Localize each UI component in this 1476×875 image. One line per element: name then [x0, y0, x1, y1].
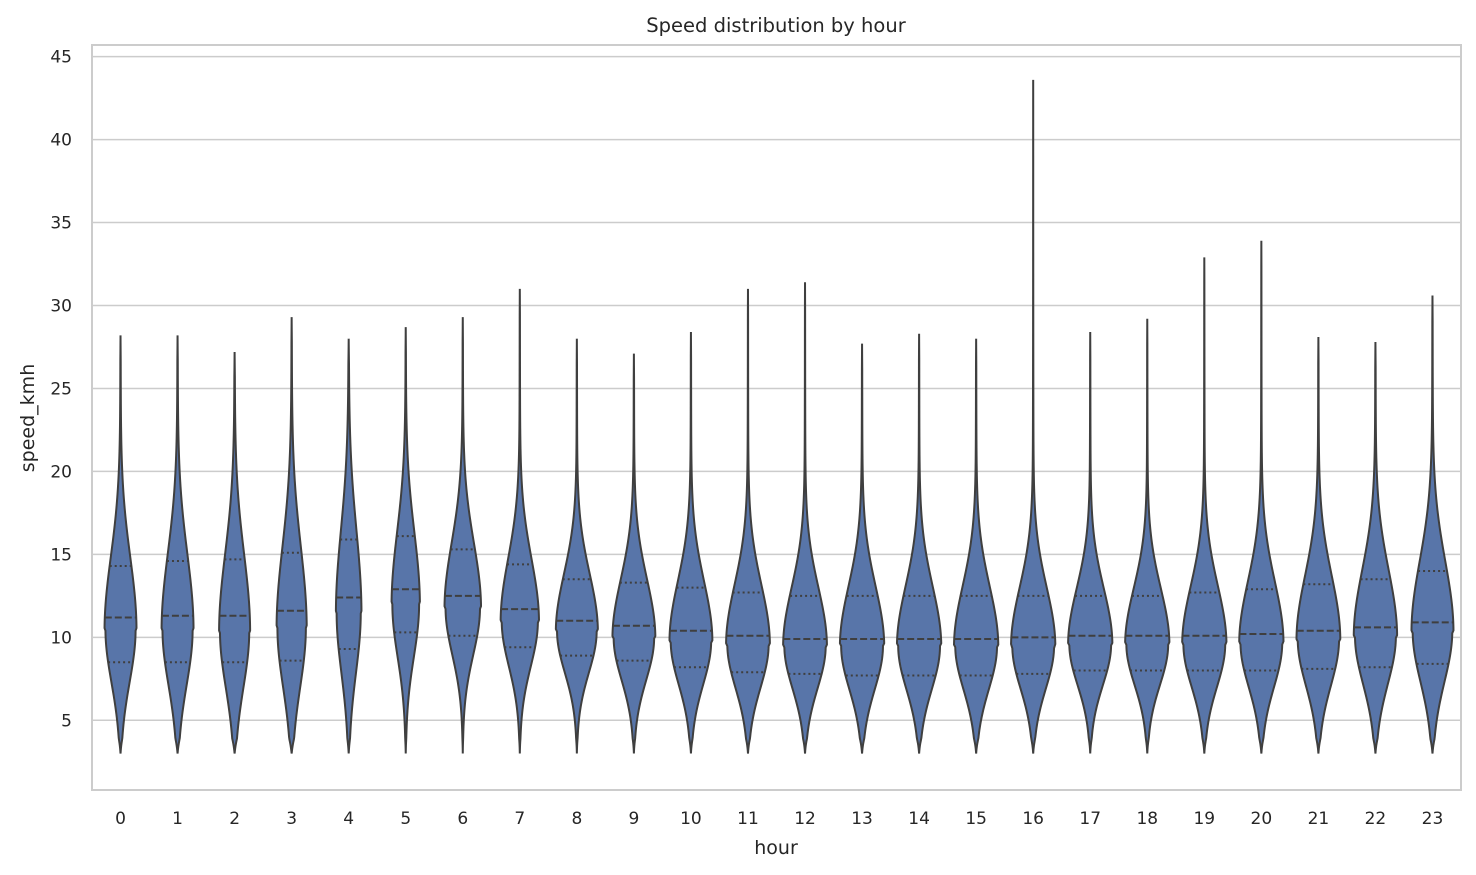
y-tick-labels: 5 10 15 20 25 30 35 40 45 [50, 48, 72, 732]
x-tick-label: 0 [115, 809, 126, 829]
violin-hour-5 [390, 327, 421, 754]
x-tick-label: 18 [1136, 809, 1158, 829]
violin-hour-20 [1238, 240, 1285, 754]
x-tick-label: 1 [172, 809, 183, 829]
x-tick-label: 8 [571, 809, 582, 829]
violin-body [1181, 257, 1228, 754]
x-tick-label: 9 [628, 809, 639, 829]
violin-hour-19 [1181, 257, 1228, 754]
violin-hour-0 [103, 335, 138, 754]
violin-hour-14 [895, 333, 943, 754]
violin-body [499, 288, 540, 754]
x-tick-label: 15 [965, 809, 987, 829]
y-tick-label: 10 [50, 628, 72, 648]
x-tick-label: 2 [229, 809, 240, 829]
x-tick-label: 20 [1251, 809, 1273, 829]
x-tick-label: 23 [1422, 809, 1444, 829]
violin-body [838, 343, 886, 754]
violin-hour-22 [1352, 341, 1399, 754]
violin-hour-2 [218, 351, 252, 754]
x-tick-label: 7 [514, 809, 525, 829]
x-tick-label: 17 [1079, 809, 1101, 829]
violin-body [1295, 337, 1342, 754]
violin-body [443, 317, 483, 754]
violin-hour-16 [1010, 79, 1057, 754]
y-tick-label: 35 [50, 214, 72, 234]
x-tick-labels: 0 1 2 3 4 5 6 7 8 9 10 11 12 13 14 15 16 17 18 19 20 21 22 23 [115, 809, 1443, 829]
violin-hour-15 [953, 338, 1000, 754]
violin-body [1010, 79, 1057, 754]
violin-body [160, 335, 195, 754]
violin-hour-8 [554, 338, 599, 754]
violin-hour-11 [725, 288, 771, 754]
violin-body [1238, 240, 1285, 754]
plot-border [91, 44, 1462, 791]
x-tick-label: 10 [680, 809, 702, 829]
x-tick-label: 21 [1308, 809, 1330, 829]
x-axis-label: hour [754, 837, 798, 859]
y-tick-label: 5 [61, 711, 72, 731]
x-tick-label: 4 [343, 809, 354, 829]
y-tick-label: 45 [50, 48, 72, 68]
chart-title: Speed distribution by hour [646, 14, 906, 37]
violin-hour-13 [838, 343, 886, 754]
x-tick-label: 16 [1022, 809, 1044, 829]
violin-body [103, 335, 138, 754]
violin-body [725, 288, 771, 754]
violin-body [611, 353, 657, 754]
violin-body [218, 351, 252, 754]
violin-hour-9 [611, 353, 657, 754]
x-tick-label: 3 [286, 809, 297, 829]
violin-hour-1 [160, 335, 195, 754]
violin-body [782, 282, 828, 754]
violin-body [953, 338, 1000, 754]
violin-body [1410, 295, 1455, 754]
violin-hour-23 [1410, 295, 1455, 754]
violin-hour-21 [1295, 337, 1342, 754]
x-tick-label: 6 [457, 809, 468, 829]
violins [103, 79, 1455, 754]
violin-body [275, 317, 308, 754]
x-tick-label: 13 [851, 809, 873, 829]
violin-hour-18 [1124, 318, 1171, 754]
violin-body [390, 327, 421, 754]
violin-hour-10 [668, 332, 714, 754]
violin-body [668, 332, 714, 754]
x-tick-label: 22 [1365, 809, 1387, 829]
plot-frame [91, 44, 1462, 791]
violin-body [554, 338, 599, 754]
violin-body [895, 333, 943, 754]
violin-hour-7 [499, 288, 540, 754]
violin-hour-6 [443, 317, 483, 754]
grid-lines [92, 55, 1461, 722]
violin-body [1067, 332, 1114, 754]
violin-hour-3 [275, 317, 308, 754]
y-tick-label: 30 [50, 297, 72, 317]
violin-body [1124, 318, 1171, 754]
x-tick-label: 14 [908, 809, 930, 829]
x-tick-label: 11 [737, 809, 759, 829]
y-tick-label: 15 [50, 545, 72, 565]
x-tick-label: 5 [400, 809, 411, 829]
violin-hour-17 [1067, 332, 1114, 754]
y-tick-label: 20 [50, 462, 72, 482]
violin-hour-4 [334, 338, 363, 754]
y-tick-label: 40 [50, 131, 72, 151]
x-tick-label: 12 [794, 809, 816, 829]
violin-body [1352, 341, 1399, 754]
y-tick-label: 25 [50, 379, 72, 399]
violin-hour-12 [782, 282, 828, 754]
y-axis-label: speed_kmh [17, 364, 39, 472]
x-tick-label: 19 [1193, 809, 1215, 829]
